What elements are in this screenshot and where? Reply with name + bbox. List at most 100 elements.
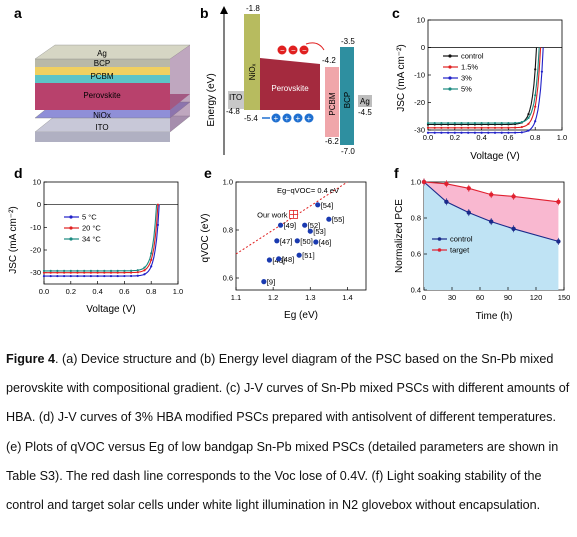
f-x-tick-label: 60 [476, 293, 484, 302]
ag-label: Ag [360, 97, 370, 106]
c-series-line-point [507, 121, 510, 125]
d-series-line [44, 204, 159, 274]
svg-text:+: + [296, 114, 301, 123]
panel-label-a: a [14, 5, 22, 21]
d-series-line-point [123, 269, 126, 272]
c-series-line-point [500, 122, 503, 125]
d-series-line-point [42, 269, 46, 272]
y-axis-label-d: JSC (mA cm⁻²) [8, 206, 19, 274]
e-point-label: [47] [280, 237, 293, 246]
d-series-line-point [69, 269, 72, 272]
c-legend-label: 5% [461, 85, 472, 94]
c-series-line-point [480, 122, 483, 125]
c-series-line-point [433, 122, 436, 125]
niox-top-value: -1.8 [246, 4, 260, 13]
d-series-line-point [130, 271, 133, 274]
e-point-label: [55] [332, 215, 345, 224]
c-series-line-point [487, 122, 490, 125]
c-x-tick-label: 1.0 [557, 133, 567, 142]
layer-label-bcp: BCP [94, 59, 110, 68]
d-legend-label: 34 °C [82, 235, 101, 244]
c-y-tick-label: -30 [414, 126, 425, 135]
layer-label-perovskite: Perovskite [83, 91, 121, 100]
d-legend-marker [69, 215, 73, 219]
d-series-line-point [56, 271, 59, 274]
c-legend-marker [448, 54, 452, 58]
d-series-line-point [89, 269, 92, 272]
c-series-line-point [507, 126, 510, 129]
e-point [296, 252, 302, 258]
ito-label: ITO [229, 93, 242, 102]
panel-c: c 0.0 0.2 0.4 0.6 0.8 1.0 10 0 -10 -20 -30 control 1… [392, 5, 567, 162]
d-series-line-point [116, 274, 119, 278]
plot-frame-e [235, 181, 367, 291]
layer-label-ito: ITO [95, 123, 108, 132]
f-legend-marker [437, 237, 442, 241]
d-series-line-point [83, 274, 86, 278]
c-y-tick-label: 10 [417, 16, 425, 25]
x-axis-label-e: Eg (eV) [284, 310, 318, 321]
d-series-line [44, 204, 160, 277]
e-point [326, 216, 332, 222]
d-series-line-point [96, 269, 99, 272]
c-series-line-point [534, 68, 537, 71]
f-control-area [424, 182, 559, 290]
d-x-tick-label: 0.6 [119, 287, 129, 296]
f-x-tick-label: 0 [422, 293, 426, 302]
d-series-line-point [96, 271, 99, 274]
svg-text:−: − [280, 46, 285, 55]
d-legend-label: 5 °C [82, 213, 97, 222]
c-series-line-point [500, 126, 503, 129]
e-x-tick-label: 1.2 [268, 293, 278, 302]
f-x-tick-label: 150 [558, 293, 571, 302]
f-y-tick-label: 1.0 [411, 178, 421, 187]
d-y-tick-label: -20 [30, 246, 41, 255]
d-series-line-point [130, 274, 133, 278]
svg-text:−: − [291, 46, 296, 55]
c-series-line-point [487, 131, 490, 134]
c-series-line [428, 47, 542, 129]
d-series-line-point [143, 269, 146, 272]
c-series-line-point [520, 125, 523, 129]
stack-right-side [170, 45, 190, 132]
e-point [307, 228, 313, 234]
panel-label-d: d [14, 165, 23, 181]
f-y-tick-label: 0.4 [411, 286, 421, 295]
panel-label-f: f [394, 165, 399, 181]
e-point-label: [50] [300, 237, 313, 246]
e-x-tick-label: 1.1 [231, 293, 241, 302]
f-gap-area [424, 182, 559, 242]
c-series-line-point [493, 126, 497, 129]
layer-ito [34, 115, 191, 133]
panel-e: e 1.1 1.2 1.3 1.4 0.6 0.8 1.0 Eg−qVOC= 0.4 eV [5… [200, 165, 367, 321]
c-series-line-point [440, 131, 443, 134]
d-series-line-point [103, 274, 106, 278]
chart-d-marks: 0.0 0.2 0.4 0.6 0.8 1.0 10 0 -10 -20 -30 5 °C 20 °C 3… [30, 178, 183, 297]
d-series-line-point [130, 269, 133, 272]
panel-f: f 0 30 60 90 120 150 0.4 0.6 0.8 1.0 control target… [394, 165, 570, 322]
d-series-line-point [123, 274, 126, 278]
niox-label: NiOₓ [248, 63, 257, 80]
e-point [315, 202, 321, 208]
d-series-line-point [103, 269, 106, 272]
e-point [302, 222, 308, 228]
d-series-line-point [63, 271, 66, 274]
c-series-line-point [440, 122, 443, 125]
c-legend-marker [448, 87, 452, 91]
d-series-line-point [89, 274, 92, 278]
c-x-tick-label: 0.0 [423, 133, 433, 142]
x-axis-label-f: Time (h) [476, 311, 513, 322]
layer-perovskite-front [35, 82, 170, 110]
d-legend-label: 20 °C [82, 224, 101, 233]
c-series-line-point [507, 131, 510, 134]
y-axis-label-e: qVOC (eV) [200, 214, 211, 263]
c-series-line-point [514, 126, 517, 129]
d-y-tick-label: 0 [37, 200, 41, 209]
y-axis-label-f: Normalized PCE [394, 199, 405, 273]
e-point [313, 239, 319, 245]
c-series-line-point [473, 131, 476, 134]
c-series-line-point [453, 131, 456, 134]
c-series-line-point [467, 122, 470, 125]
d-x-tick-label: 0.0 [39, 287, 49, 296]
bcp-label: BCP [343, 92, 352, 108]
